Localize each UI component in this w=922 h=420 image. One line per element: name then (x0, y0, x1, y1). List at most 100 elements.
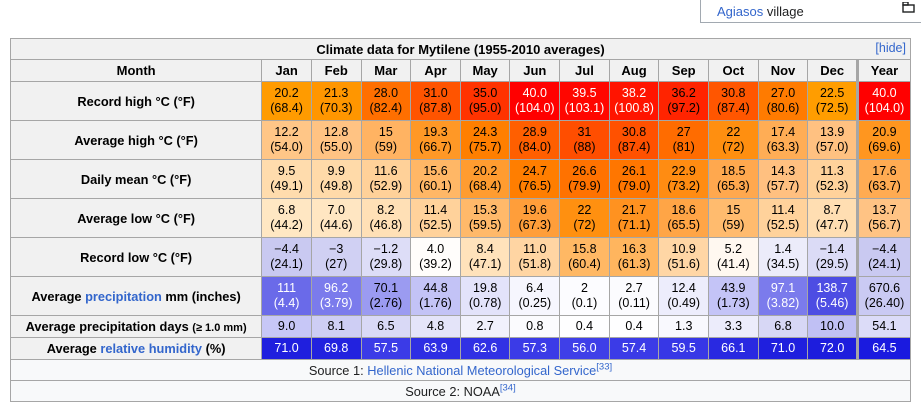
source-1-link[interactable]: Hellenic National Meteorological Service (367, 362, 597, 378)
cell-average-low-sep: 18.6 (65.5) (658, 198, 710, 238)
col-header-mar: Mar (360, 59, 412, 82)
cell-average-low-jun: 19.6 (67.3) (509, 198, 561, 238)
cell-precipitation-days-jul: 0.4 (559, 315, 610, 338)
cell-average-high-mar: 15 (59) (360, 120, 412, 160)
source-row-2: Source 2: NOAA[34] (10, 380, 911, 402)
agiasos-link[interactable]: Agiasos (717, 3, 764, 19)
row-label-text: Average (46, 341, 101, 356)
cell-record-low-sep: 10.9 (51.6) (658, 237, 710, 277)
row-label-text: Average precipitation days (25, 319, 193, 334)
cell-daily-mean-may: 20.2 (68.4) (459, 159, 511, 199)
cell-average-high-jul: 31 (88) (559, 120, 610, 160)
col-header-dec: Dec (807, 59, 858, 82)
cell-precipitation-sep: 12.4 (0.49) (658, 276, 710, 316)
cell-precipitation-aug: 2.7 (0.11) (608, 276, 660, 316)
cell-precipitation-dec: 138.7 (5.46) (807, 276, 858, 316)
col-header-may: May (459, 59, 511, 82)
cell-average-high-nov: 17.4 (63.3) (757, 120, 809, 160)
cell-daily-mean-jul: 26.6 (79.9) (559, 159, 610, 199)
cell-average-low-jul: 22 (72) (559, 198, 610, 238)
row-label-relative-humidity: Average relative humidity (%) (9, 337, 263, 360)
cell-average-high-aug: 30.8 (87.4) (608, 120, 660, 160)
cell-record-low-jun: 11.0 (51.8) (509, 237, 561, 277)
cell-average-high-year: 20.9 (69.6) (855, 120, 912, 160)
col-header-year: Year (855, 59, 912, 82)
cell-record-high-may: 35.0 (95.0) (459, 81, 511, 121)
cell-record-low-apr: 4.0 (39.2) (410, 237, 461, 277)
cell-average-high-may: 24.3 (75.7) (459, 120, 511, 160)
cell-average-high-dec: 13.9 (57.0) (807, 120, 858, 160)
row-label-precipitation-days: Average precipitation days (≥ 1.0 mm) (9, 315, 263, 338)
row-precipitation: Average precipitation mm (inches) 111 (4.4… (9, 276, 912, 316)
source-1-ref-link[interactable]: [33] (596, 361, 613, 373)
cell-daily-mean-year: 17.6 (63.7) (855, 159, 912, 199)
row-relative-humidity: Average relative humidity (%) 71.0 69.8 57.… (9, 337, 912, 360)
cell-precipitation-days-oct: 3.3 (708, 315, 759, 338)
row-label-link[interactable]: relative humidity (100, 341, 203, 356)
row-label-link[interactable]: precipitation (85, 288, 162, 304)
cell-precipitation-mar: 70.1 (2.76) (360, 276, 412, 316)
cell-relative-humidity-jan: 71.0 (261, 337, 312, 360)
cell-daily-mean-feb: 9.9 (49.8) (310, 159, 362, 199)
source-2-text: NOAA (463, 383, 500, 399)
cell-daily-mean-aug: 26.1 (79.0) (608, 159, 660, 199)
cell-precipitation-may: 19.8 (0.78) (459, 276, 511, 316)
col-header-month: Month (9, 59, 263, 82)
row-label-text: mm (inches) (161, 288, 241, 304)
cell-record-high-year: 40.0 (104.0) (855, 81, 912, 121)
row-label-precipitation: Average precipitation mm (inches) (9, 276, 263, 316)
cell-record-high-mar: 28.0 (82.4) (360, 81, 412, 121)
cell-relative-humidity-year: 64.5 (855, 337, 912, 360)
cell-daily-mean-nov: 14.3 (57.7) (757, 159, 809, 199)
col-header-sep: Sep (658, 59, 710, 82)
cell-record-low-aug: 16.3 (61.3) (608, 237, 660, 277)
cell-precipitation-jan: 111 (4.4) (261, 276, 312, 316)
table-title-row: Climate data for Mytilene (1955-2010 ave… (10, 38, 911, 60)
cell-precipitation-year: 670.6 (26.40) (855, 276, 912, 316)
cell-relative-humidity-jun: 57.3 (509, 337, 561, 360)
cell-precipitation-oct: 43.9 (1.73) (708, 276, 759, 316)
cell-precipitation-days-sep: 1.3 (658, 315, 710, 338)
row-average-high: Average high °C (°F) 12.2 (54.0) 12.8 (55.0)… (9, 120, 912, 160)
column-header-row: Month Jan Feb Mar Apr May Jun Jul Aug Sep Oct Nov De… (9, 59, 912, 82)
cell-precipitation-days-dec: 10.0 (807, 315, 858, 338)
source-1-prefix: Source 1: (308, 362, 368, 378)
row-label-record-low: Record low °C (°F) (9, 237, 263, 277)
row-label-text: Average (31, 288, 86, 304)
cell-relative-humidity-dec: 72.0 (807, 337, 858, 360)
cell-average-low-year: 13.7 (56.7) (855, 198, 912, 238)
infobox-caption-suffix: village (763, 3, 804, 19)
row-label-text: Average low °C (°F) (77, 210, 196, 226)
cell-average-low-nov: 11.4 (52.5) (757, 198, 809, 238)
cell-average-high-oct: 22 (72) (708, 120, 759, 160)
col-header-jan: Jan (261, 59, 312, 82)
cell-average-low-may: 15.3 (59.5) (459, 198, 511, 238)
row-label-record-high: Record high °C (°F) (9, 81, 263, 121)
col-header-jul: Jul (559, 59, 610, 82)
cell-average-high-sep: 27 (81) (658, 120, 710, 160)
cell-average-low-apr: 11.4 (52.5) (410, 198, 461, 238)
cell-daily-mean-dec: 11.3 (52.3) (807, 159, 858, 199)
hide-link[interactable]: [hide] (875, 41, 906, 55)
cell-relative-humidity-oct: 66.1 (708, 337, 759, 360)
cell-daily-mean-oct: 18.5 (65.3) (708, 159, 759, 199)
cell-precipitation-apr: 44.8 (1.76) (410, 276, 461, 316)
cell-precipitation-days-mar: 6.5 (360, 315, 412, 338)
cell-daily-mean-sep: 22.9 (73.2) (658, 159, 710, 199)
source-2-ref-link[interactable]: [34] (499, 382, 516, 394)
cell-relative-humidity-jul: 56.0 (559, 337, 610, 360)
row-precipitation-days: Average precipitation days (≥ 1.0 mm) 9.0… (9, 315, 912, 338)
col-header-aug: Aug (608, 59, 660, 82)
cell-precipitation-days-apr: 4.8 (410, 315, 461, 338)
cell-precipitation-days-year: 54.1 (855, 315, 912, 338)
cell-average-high-jun: 28.9 (84.0) (509, 120, 561, 160)
cell-record-high-dec: 22.5 (72.5) (807, 81, 858, 121)
col-header-oct: Oct (708, 59, 759, 82)
cell-average-low-feb: 7.0 (44.6) (310, 198, 362, 238)
cell-relative-humidity-aug: 57.4 (608, 337, 660, 360)
cell-daily-mean-jun: 24.7 (76.5) (509, 159, 561, 199)
row-label-text: Record high °C (°F) (77, 93, 195, 109)
map-frame-icon[interactable] (902, 1, 916, 16)
cell-record-high-aug: 38.2 (100.8) (608, 81, 660, 121)
